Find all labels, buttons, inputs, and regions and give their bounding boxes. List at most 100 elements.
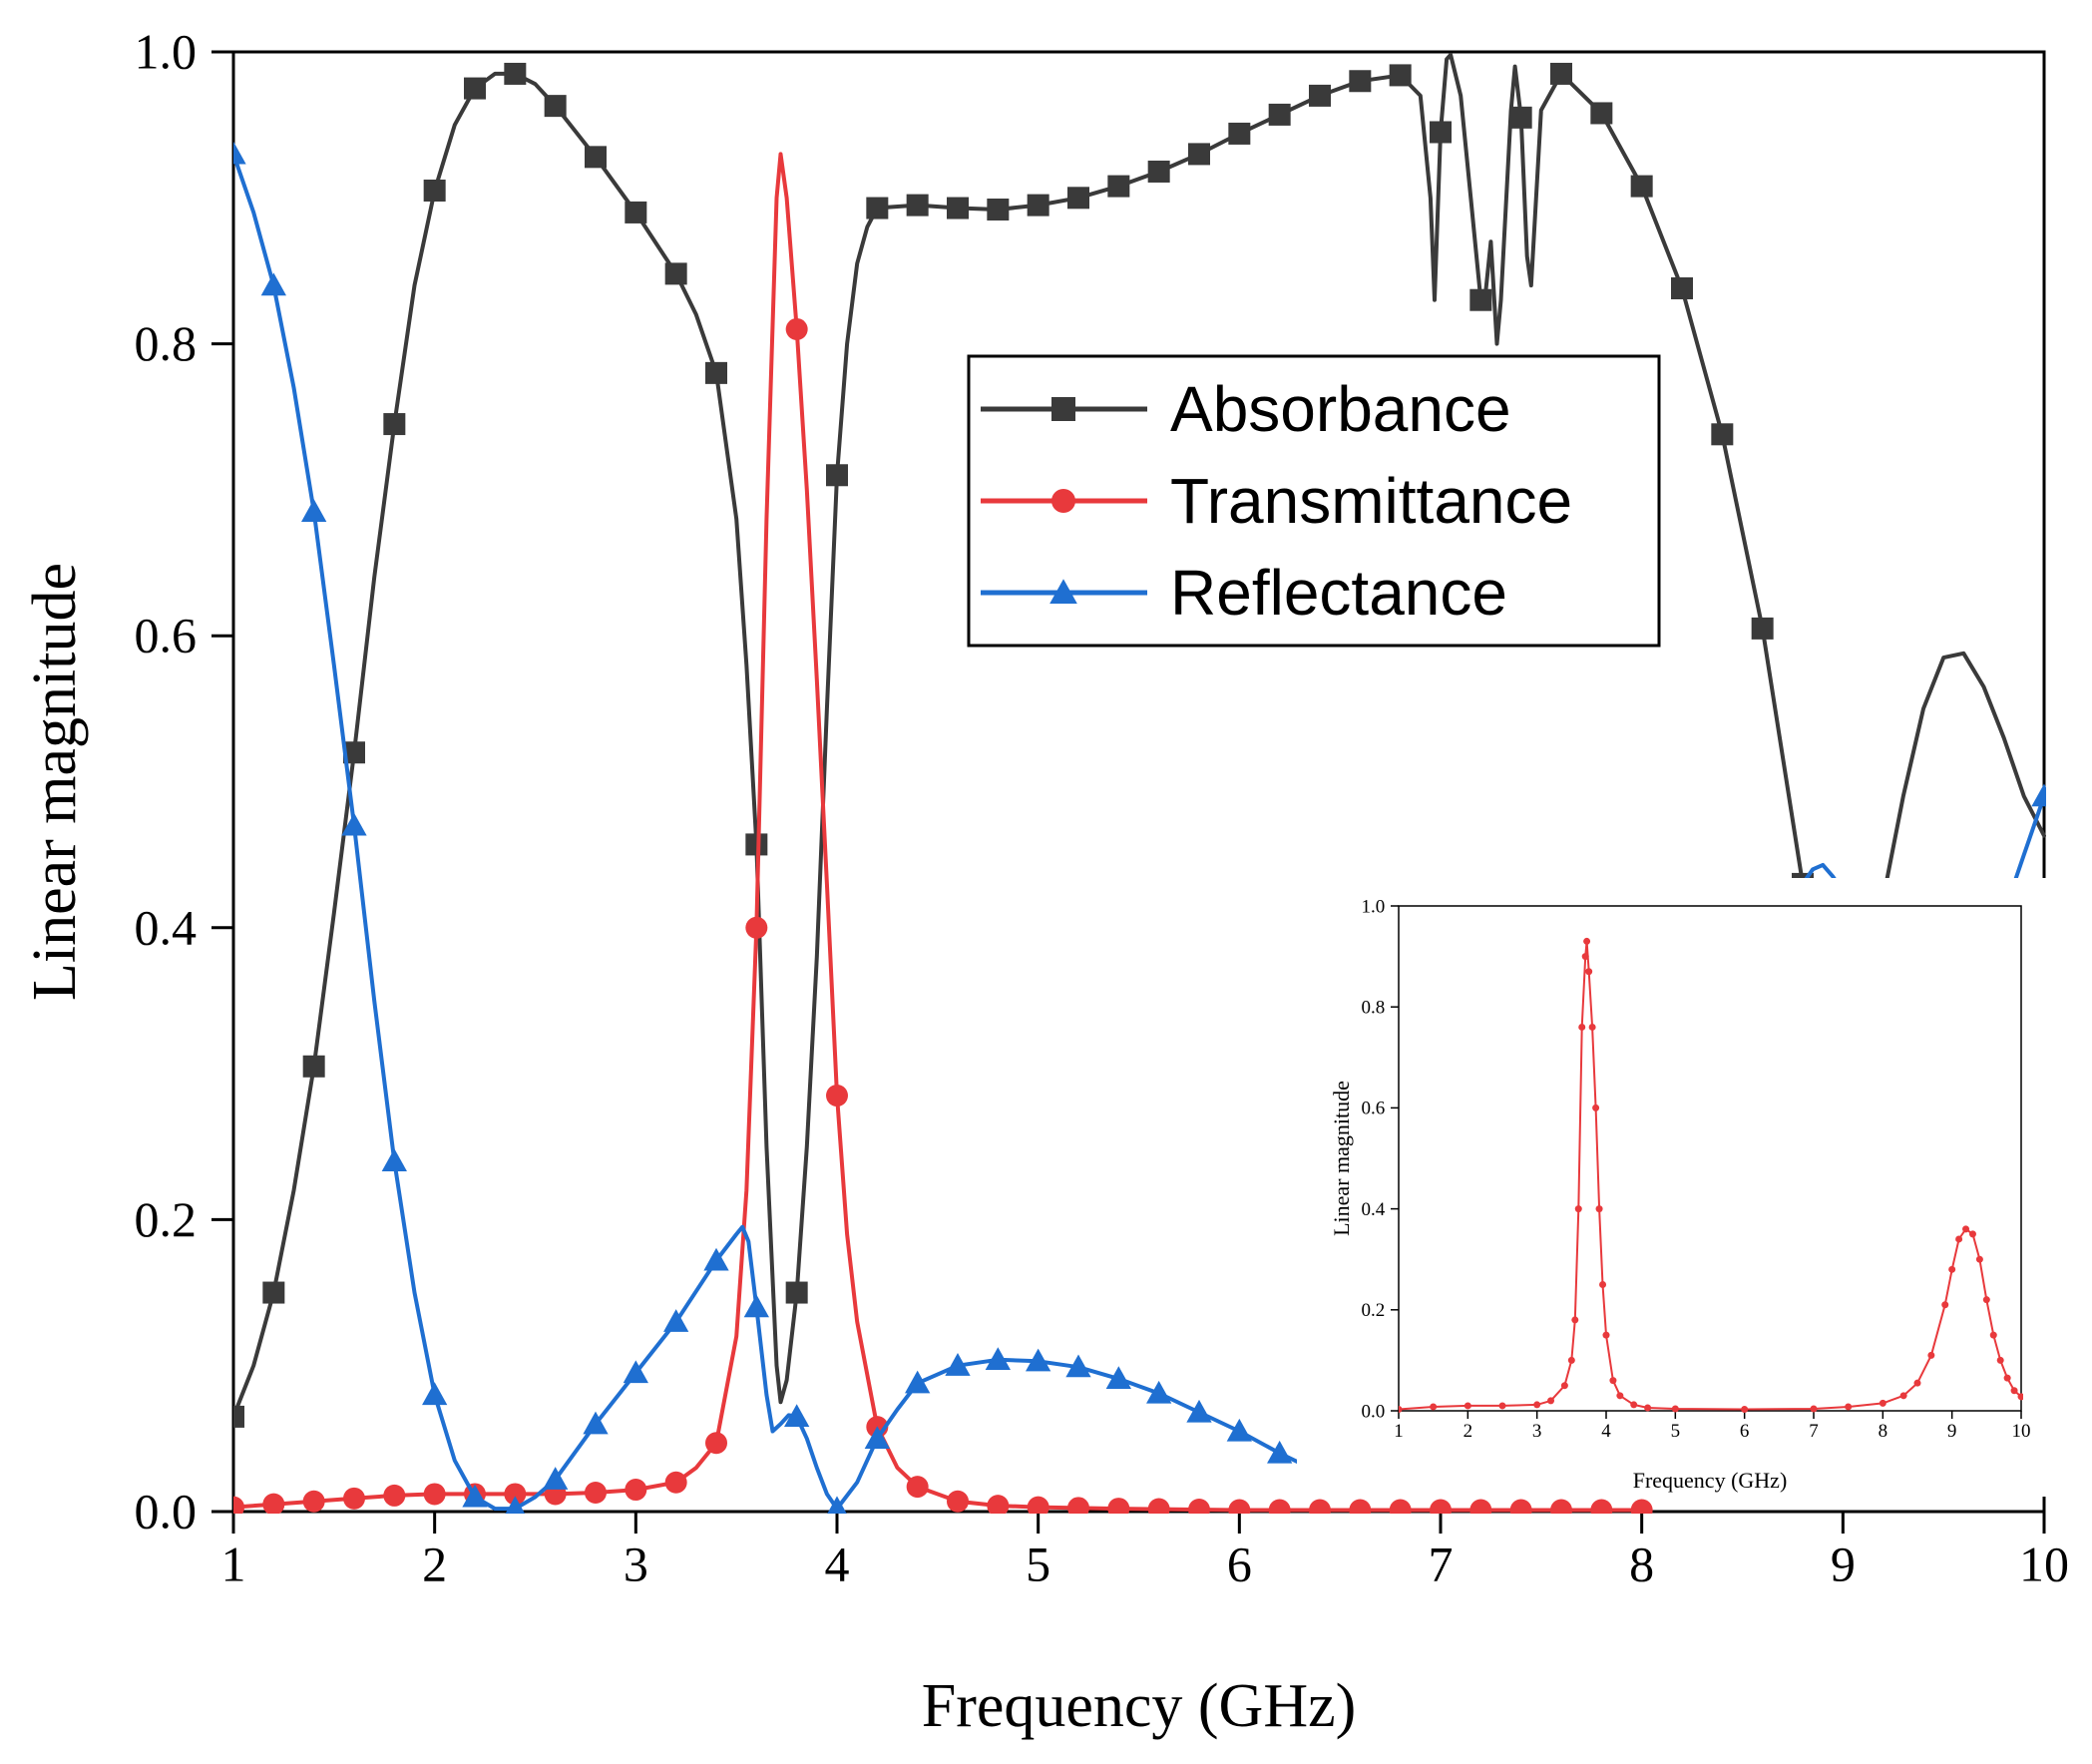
main-data-point	[1671, 277, 1693, 300]
main-data-point	[1711, 423, 1734, 446]
inset-data-point	[1585, 968, 1593, 976]
legend-label: Reflectance	[1170, 557, 1507, 629]
main-data-point	[745, 916, 768, 939]
main-data-point	[745, 833, 768, 856]
main-data-point	[1751, 617, 1774, 640]
main-series-line	[1881, 651, 2046, 901]
inset-data-point	[1968, 1230, 1976, 1238]
inset-data-point	[1941, 1301, 1949, 1309]
main-data-point	[1107, 1498, 1130, 1514]
inset-data-point	[1547, 1397, 1555, 1405]
main-x-tick-label: 8	[1629, 1537, 1654, 1592]
main-data-point	[743, 1294, 769, 1318]
main-data-point	[260, 272, 286, 296]
main-x-tick-label: 4	[825, 1537, 850, 1592]
inset-data-point	[1996, 1356, 2004, 1364]
main-data-point	[1228, 122, 1251, 145]
inset-x-axis-label: Frequency (GHz)	[1633, 1468, 1788, 1493]
inset-data-point	[1741, 1405, 1749, 1413]
main-data-point	[2031, 783, 2046, 807]
legend-label: Transmittance	[1170, 465, 1572, 537]
main-x-tick-label: 3	[624, 1537, 648, 1592]
main-data-point	[233, 1405, 244, 1428]
inset-data-point	[1913, 1379, 1921, 1387]
main-data-point	[1550, 62, 1572, 85]
inset-x-tick-label: 6	[1740, 1421, 1750, 1442]
main-data-point	[343, 1487, 365, 1510]
inset-data-point	[1464, 1402, 1471, 1410]
main-data-point	[906, 1476, 929, 1499]
inset-data-point	[1810, 1405, 1818, 1413]
main-data-point	[864, 1426, 890, 1449]
inset-x-tick-label: 10	[2012, 1421, 2031, 1442]
main-data-point	[585, 146, 607, 169]
main-data-point	[423, 1483, 446, 1506]
inset-data-point	[1567, 1356, 1575, 1364]
main-data-point	[1590, 1499, 1613, 1514]
main-data-point	[1268, 1499, 1291, 1514]
main-data-point	[1430, 1499, 1452, 1514]
inset-data-point	[1583, 937, 1591, 945]
main-data-point	[1026, 1348, 1051, 1372]
main-data-point	[383, 413, 406, 436]
inset-x-tick-label: 9	[1947, 1421, 1957, 1442]
main-data-point	[664, 262, 687, 285]
main-y-tick-label: 0.8	[135, 315, 198, 371]
inset-data-point	[1975, 1255, 1983, 1263]
main-data-point	[705, 1432, 727, 1455]
main-data-point	[262, 1493, 285, 1514]
legend: Absorbance Transmittance Reflectance	[967, 354, 1661, 648]
main-data-point	[826, 1085, 848, 1107]
inset-x-tick-label: 8	[1879, 1421, 1888, 1442]
main-data-point	[623, 1360, 648, 1384]
inset-y-tick-label: 0.4	[1362, 1199, 1386, 1220]
inset-data-point	[1955, 1235, 1963, 1243]
main-data-point	[1027, 1496, 1049, 1514]
legend-marker	[1051, 489, 1075, 513]
main-y-tick-label: 0.4	[135, 899, 198, 955]
main-data-point	[1186, 1399, 1212, 1423]
main-data-point	[543, 1467, 569, 1490]
main-data-point	[625, 1479, 647, 1502]
inset-data-point	[1578, 1023, 1586, 1031]
inset-x-tick-label: 2	[1464, 1421, 1473, 1442]
inset-data-point	[1879, 1399, 1886, 1407]
main-data-point	[1509, 1499, 1532, 1514]
main-y-tick-label: 1.0	[135, 24, 198, 80]
inset-y-tick-label: 0.0	[1362, 1401, 1386, 1422]
main-data-point	[1065, 1354, 1091, 1378]
main-data-point	[1389, 64, 1412, 87]
main-data-point	[1349, 70, 1372, 93]
main-data-point	[1469, 288, 1492, 311]
legend-marker	[1051, 397, 1075, 421]
inset-background	[1297, 878, 2075, 1497]
main-data-point	[583, 1411, 609, 1435]
main-data-point	[262, 1281, 285, 1304]
main-data-point	[826, 464, 848, 487]
inset-plot: 1 2 3 4 5 6 7 8 9 10 0.0 0.2 0.4 0.6 0.8 1.0 Frequency (…	[1297, 878, 2075, 1497]
main-data-point	[1226, 1418, 1252, 1442]
main-data-point	[1267, 1440, 1293, 1464]
main-data-point	[1268, 103, 1291, 126]
legend-label: Absorbance	[1170, 373, 1511, 445]
inset-data-point	[2003, 1374, 2011, 1382]
main-data-point	[302, 1055, 325, 1078]
main-data-point	[383, 1484, 406, 1507]
inset-data-point	[1399, 1405, 1403, 1413]
inset-x-tick-label: 5	[1671, 1421, 1681, 1442]
main-data-point	[302, 1490, 325, 1513]
main-data-point	[1389, 1499, 1412, 1514]
main-data-point	[423, 179, 446, 202]
inset-y-tick-label: 0.6	[1362, 1099, 1386, 1119]
inset-data-point	[1982, 1296, 1990, 1304]
main-data-point	[945, 1353, 971, 1376]
main-data-point	[1188, 1499, 1210, 1514]
main-data-point	[1147, 160, 1170, 183]
inset-y-tick-label: 0.8	[1362, 997, 1386, 1018]
main-data-point	[785, 317, 808, 340]
main-data-point	[1630, 175, 1653, 198]
main-y-tick-label: 0.6	[135, 608, 198, 663]
main-data-point	[1430, 121, 1452, 144]
main-data-point	[381, 1148, 407, 1171]
